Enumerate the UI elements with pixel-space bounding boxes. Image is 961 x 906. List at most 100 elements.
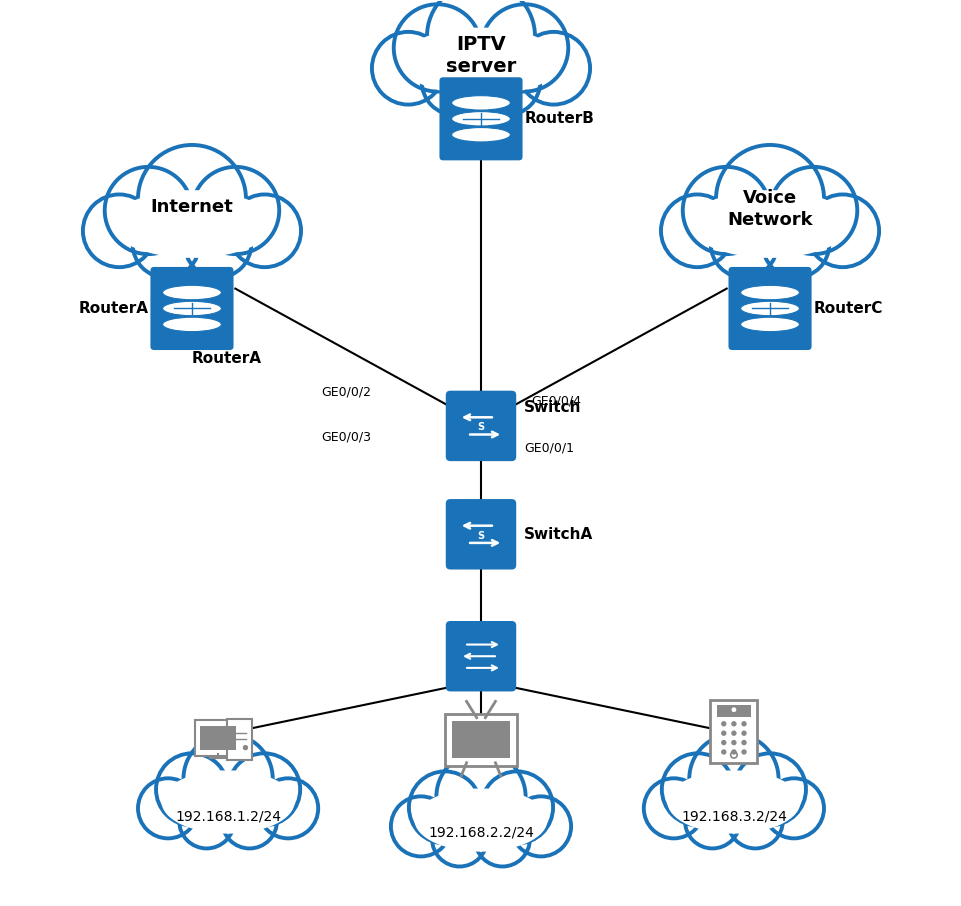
FancyBboxPatch shape bbox=[445, 499, 516, 570]
Ellipse shape bbox=[451, 96, 510, 111]
Circle shape bbox=[730, 707, 736, 713]
Circle shape bbox=[733, 753, 805, 825]
Ellipse shape bbox=[740, 285, 799, 300]
Circle shape bbox=[222, 794, 277, 848]
Text: GE0/0/4: GE0/0/4 bbox=[531, 394, 581, 407]
Circle shape bbox=[185, 211, 251, 277]
Circle shape bbox=[741, 731, 745, 735]
Ellipse shape bbox=[162, 285, 221, 300]
Circle shape bbox=[741, 722, 745, 726]
Ellipse shape bbox=[667, 770, 800, 834]
Ellipse shape bbox=[162, 317, 221, 332]
Circle shape bbox=[475, 812, 530, 866]
Circle shape bbox=[133, 211, 199, 277]
Circle shape bbox=[137, 145, 246, 253]
Ellipse shape bbox=[740, 317, 799, 332]
Circle shape bbox=[431, 812, 486, 866]
Ellipse shape bbox=[689, 190, 850, 258]
Circle shape bbox=[137, 778, 198, 838]
FancyBboxPatch shape bbox=[445, 390, 516, 461]
Circle shape bbox=[643, 778, 703, 838]
Circle shape bbox=[727, 794, 782, 848]
Circle shape bbox=[660, 195, 733, 267]
Text: RouterC: RouterC bbox=[813, 301, 882, 316]
Circle shape bbox=[184, 734, 272, 824]
Circle shape bbox=[741, 750, 745, 754]
Ellipse shape bbox=[400, 27, 561, 95]
Ellipse shape bbox=[451, 96, 510, 111]
Circle shape bbox=[731, 750, 735, 754]
Circle shape bbox=[228, 753, 300, 825]
FancyBboxPatch shape bbox=[439, 77, 522, 160]
Circle shape bbox=[684, 794, 739, 848]
FancyBboxPatch shape bbox=[200, 726, 236, 750]
Circle shape bbox=[731, 731, 735, 735]
FancyBboxPatch shape bbox=[455, 103, 506, 135]
Text: 192.168.1.2/24: 192.168.1.2/24 bbox=[175, 809, 281, 823]
Circle shape bbox=[243, 746, 247, 749]
Text: RouterB: RouterB bbox=[524, 111, 594, 126]
Circle shape bbox=[721, 740, 725, 745]
Circle shape bbox=[258, 778, 318, 838]
Circle shape bbox=[393, 5, 480, 92]
Circle shape bbox=[769, 167, 856, 254]
Circle shape bbox=[83, 195, 156, 267]
Circle shape bbox=[372, 32, 444, 104]
Ellipse shape bbox=[451, 128, 510, 142]
Circle shape bbox=[710, 211, 776, 277]
Circle shape bbox=[480, 771, 553, 843]
Circle shape bbox=[731, 740, 735, 745]
Text: SwitchA: SwitchA bbox=[524, 526, 593, 542]
Circle shape bbox=[715, 145, 824, 253]
Circle shape bbox=[192, 167, 279, 254]
Circle shape bbox=[661, 753, 733, 825]
FancyBboxPatch shape bbox=[150, 267, 234, 350]
FancyBboxPatch shape bbox=[709, 699, 756, 763]
Ellipse shape bbox=[161, 770, 294, 834]
Text: IPTV
server: IPTV server bbox=[445, 34, 516, 76]
Ellipse shape bbox=[414, 788, 547, 852]
Ellipse shape bbox=[162, 317, 221, 332]
Text: GE0/0/2: GE0/0/2 bbox=[320, 385, 370, 398]
Circle shape bbox=[510, 796, 571, 856]
Text: RouterA: RouterA bbox=[79, 301, 148, 316]
Ellipse shape bbox=[740, 302, 799, 315]
Ellipse shape bbox=[451, 111, 510, 126]
FancyBboxPatch shape bbox=[716, 706, 751, 717]
Text: Internet: Internet bbox=[151, 198, 234, 217]
Ellipse shape bbox=[162, 285, 221, 300]
Circle shape bbox=[105, 167, 192, 254]
FancyBboxPatch shape bbox=[452, 721, 509, 758]
Circle shape bbox=[689, 734, 777, 824]
Text: GE0/0/1: GE0/0/1 bbox=[524, 442, 574, 455]
Text: GE0/0/3: GE0/0/3 bbox=[320, 430, 370, 443]
Ellipse shape bbox=[162, 302, 221, 315]
Circle shape bbox=[805, 195, 878, 267]
Circle shape bbox=[517, 32, 589, 104]
Circle shape bbox=[762, 211, 828, 277]
Circle shape bbox=[480, 5, 568, 92]
Text: Switch: Switch bbox=[524, 400, 581, 415]
Circle shape bbox=[763, 778, 824, 838]
Ellipse shape bbox=[451, 111, 510, 126]
FancyBboxPatch shape bbox=[445, 621, 516, 691]
FancyBboxPatch shape bbox=[744, 293, 795, 324]
Text: 192.168.3.2/24: 192.168.3.2/24 bbox=[680, 809, 786, 823]
Text: 192.168.2.2/24: 192.168.2.2/24 bbox=[428, 825, 533, 839]
Ellipse shape bbox=[111, 190, 272, 258]
Text: Voice
Network: Voice Network bbox=[727, 189, 812, 229]
Circle shape bbox=[408, 771, 480, 843]
FancyBboxPatch shape bbox=[727, 267, 811, 350]
Circle shape bbox=[721, 731, 725, 735]
Ellipse shape bbox=[740, 317, 799, 332]
Circle shape bbox=[721, 722, 725, 726]
Ellipse shape bbox=[451, 128, 510, 142]
Circle shape bbox=[730, 752, 736, 758]
Ellipse shape bbox=[162, 302, 221, 315]
FancyBboxPatch shape bbox=[166, 293, 217, 324]
Text: S: S bbox=[477, 422, 484, 432]
Circle shape bbox=[427, 0, 534, 91]
Circle shape bbox=[741, 740, 745, 745]
Circle shape bbox=[731, 722, 735, 726]
Text: RouterA: RouterA bbox=[192, 351, 261, 366]
